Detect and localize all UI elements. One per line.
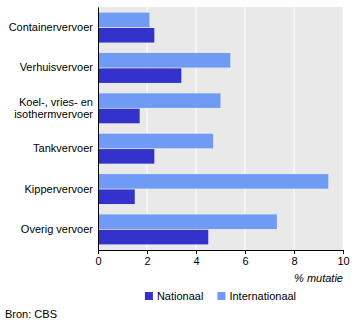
grid-line — [98, 7, 99, 250]
bar — [98, 53, 230, 68]
tick-mark — [294, 250, 295, 254]
grid-line — [294, 7, 295, 250]
tick: Verhuisvervoer — [20, 61, 98, 73]
bar — [98, 93, 221, 108]
tick: 6 — [242, 250, 248, 267]
grid-line — [147, 7, 148, 250]
legend-label: Nationaal — [157, 290, 203, 302]
tick: Koel-, vries- enisothermvervoer — [14, 96, 98, 120]
tick-label: 10 — [337, 255, 349, 267]
y-axis: Containervervoer Verhuisvervoer Koel-, vri… — [9, 8, 99, 251]
tick-label: 0 — [95, 255, 101, 267]
bar — [98, 134, 213, 149]
axis-line — [98, 8, 99, 251]
axis-title: % mutatie — [294, 272, 343, 284]
chart: 0 2 4 6 8 10 Containervervoer Verhuisvervoer Koe… — [0, 0, 356, 326]
tick-mark — [245, 250, 246, 254]
source: Bron: CBS — [5, 308, 57, 320]
category-label: Overig vervoer — [21, 223, 93, 235]
category-label: Verhuisvervoer — [20, 61, 94, 73]
bar — [98, 214, 277, 229]
category-label: Kippervervoer — [25, 183, 94, 195]
tick-label: 8 — [291, 255, 297, 267]
legend-item: Nationaal — [145, 290, 203, 302]
tick-label: 6 — [242, 255, 248, 267]
legend-swatch — [145, 292, 153, 300]
tick: Tankvervoer — [33, 142, 98, 154]
plot-background — [98, 7, 343, 250]
axis-line — [99, 251, 344, 255]
tick-mark — [343, 250, 344, 254]
grid-line — [196, 7, 197, 250]
tick: 2 — [144, 250, 150, 267]
category-label: Koel-, vries- enisothermvervoer — [14, 96, 93, 120]
grid — [98, 7, 343, 250]
grid-line — [343, 7, 344, 250]
category-label: Tankvervoer — [33, 142, 93, 154]
tick-label: 2 — [144, 255, 150, 267]
tick: Containervervoer — [9, 21, 98, 33]
legend-item: Internationaal — [217, 290, 296, 302]
tick: 8 — [291, 250, 297, 267]
legend-swatch — [217, 292, 225, 300]
tick-label: 4 — [193, 255, 199, 267]
plot: 0 2 4 6 8 10 Containervervoer Verhuisvervoer Koe… — [9, 7, 350, 267]
tick-mark — [196, 250, 197, 254]
bars — [98, 13, 328, 245]
tick: 4 — [193, 250, 199, 267]
bar — [98, 13, 149, 28]
bar — [98, 68, 181, 83]
bar — [98, 28, 154, 43]
legend-label: Internationaal — [229, 290, 296, 302]
tick: 10 — [337, 250, 349, 267]
legend: Nationaal Internationaal — [145, 290, 296, 302]
tick-mark — [147, 250, 148, 254]
bar — [98, 230, 208, 245]
tick: 0 — [95, 250, 101, 267]
tick: Overig vervoer — [21, 223, 98, 235]
bar — [98, 174, 328, 189]
x-axis: 0 2 4 6 8 10 — [95, 250, 349, 267]
category-label: Containervervoer — [9, 21, 94, 33]
tick-mark — [98, 250, 99, 254]
bar — [98, 149, 154, 164]
bar — [98, 109, 140, 124]
tick: Kippervervoer — [25, 183, 98, 195]
bar — [98, 189, 135, 204]
grid-line — [245, 7, 246, 250]
